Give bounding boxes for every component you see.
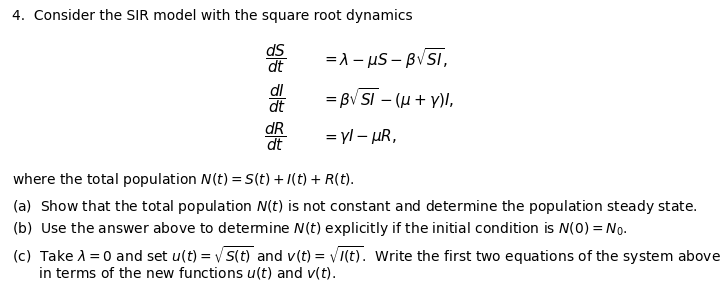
Text: $\gamma I - \mu R,$: $\gamma I - \mu R,$ (339, 127, 397, 146)
Text: $\beta\sqrt{SI} - (\mu+\gamma)I,$: $\beta\sqrt{SI} - (\mu+\gamma)I,$ (339, 86, 455, 111)
Text: $\lambda - \mu S - \beta\sqrt{SI},$: $\lambda - \mu S - \beta\sqrt{SI},$ (339, 46, 448, 71)
Text: $=$: $=$ (322, 51, 338, 66)
Text: $\dfrac{dS}{dt}$: $\dfrac{dS}{dt}$ (265, 42, 286, 75)
Text: where the total population $N(t) = S(t) + I(t) + R(t).$: where the total population $N(t) = S(t) … (12, 171, 355, 189)
Text: (c)  Take $\lambda = 0$ and set $u(t) = \sqrt{S(t)}$ and $v(t) = \sqrt{I(t)}$.  : (c) Take $\lambda = 0$ and set $u(t) = \… (12, 245, 721, 268)
Text: (b)  Use the answer above to determine $N(t)$ explicitly if the initial conditio: (b) Use the answer above to determine $N… (12, 220, 627, 238)
Text: $=$: $=$ (322, 91, 338, 106)
Text: $\dfrac{dI}{dt}$: $\dfrac{dI}{dt}$ (268, 82, 286, 115)
Text: in terms of the new functions $u(t)$ and $v(t)$.: in terms of the new functions $u(t)$ and… (12, 265, 336, 281)
Text: 4.  Consider the SIR model with the square root dynamics: 4. Consider the SIR model with the squar… (12, 9, 413, 23)
Text: $=$: $=$ (322, 129, 338, 144)
Text: (d)  Eliminate the variable $v(t)$ from (c) above to obtain a second-order ordin: (d) Eliminate the variable $v(t)$ from (… (12, 291, 717, 293)
Text: $\dfrac{dR}{dt}$: $\dfrac{dR}{dt}$ (264, 120, 286, 153)
Text: (a)  Show that the total population $N(t)$ is not constant and determine the pop: (a) Show that the total population $N(t)… (12, 198, 697, 216)
